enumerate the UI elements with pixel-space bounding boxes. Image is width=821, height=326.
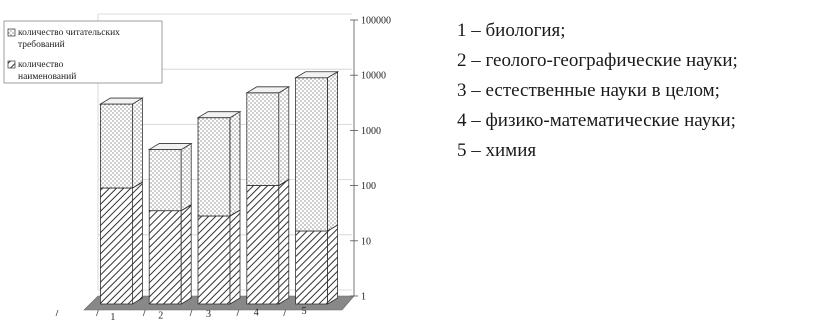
- bar-titles-2-front: [148, 210, 182, 305]
- bar-readers-4-front: [246, 92, 280, 187]
- bar-top-1: [98, 97, 144, 105]
- bar-titles-3-side: [229, 209, 241, 305]
- x-tick-label: 5: [302, 306, 307, 317]
- x-tick: [142, 309, 146, 317]
- bar-readers-1: [100, 97, 143, 189]
- key-item-2: 2 – геолого-географические науки;: [457, 50, 738, 71]
- x-tick: [96, 309, 99, 317]
- x-tick-label: 2: [158, 311, 163, 322]
- bar-titles-4-side: [278, 178, 290, 305]
- bar-split-4: [278, 179, 290, 186]
- legend-label-titles-1: количество: [18, 60, 64, 70]
- legend-label-readers-1: количество читательских: [18, 28, 120, 38]
- bar-titles-1-front: [100, 187, 133, 305]
- bar-readers-1-side: [131, 97, 143, 189]
- bar-readers-2-side: [180, 142, 192, 212]
- y-tick-label: 10000: [361, 71, 386, 82]
- bar-split-3: [229, 209, 241, 217]
- x-tick: [189, 309, 193, 317]
- legend-swatch-hatch: [7, 60, 16, 69]
- bar-titles-3-front: [197, 215, 231, 305]
- bar-readers-1-front: [100, 103, 133, 189]
- legend-label-readers-2: требований: [18, 39, 65, 50]
- x-tick-label: 3: [206, 309, 211, 320]
- key-item-4: 4 – физико-математические науки;: [457, 110, 736, 131]
- key-item-1: 1 – биология;: [457, 20, 566, 41]
- legend-label-titles-2: наименований: [18, 71, 76, 82]
- legend-swatch-dots: [7, 28, 16, 37]
- bars: [98, 71, 340, 305]
- bar-readers-5: [295, 71, 339, 232]
- bar-readers-2-front: [148, 149, 182, 212]
- bar-readers-4-side: [278, 86, 290, 187]
- key-item-3: 3 – естественные науки в целом;: [457, 80, 720, 101]
- bar-readers-3-front: [197, 117, 231, 217]
- bar-top-2: [147, 143, 193, 150]
- bar-titles-1: [100, 181, 143, 305]
- bar-readers-5-side: [327, 71, 339, 232]
- bar-split-2: [180, 204, 192, 212]
- category-key: 1 – биология; 2 – геолого-географические…: [457, 16, 738, 166]
- bar-split-1: [132, 181, 143, 189]
- bar-top-5: [294, 71, 340, 79]
- bar-titles-5-front: [295, 230, 329, 305]
- y-tick-label: 100000: [361, 16, 391, 27]
- x-tick: [55, 309, 59, 317]
- bar-titles-5-side: [327, 224, 339, 305]
- bar-titles-3: [197, 209, 241, 305]
- bar-titles-4-front: [246, 185, 280, 305]
- bar-titles-1-side: [131, 181, 143, 305]
- bar-split-5: [327, 224, 338, 232]
- y-tick-label: 10: [361, 236, 371, 247]
- key-item-5: 5 – химия: [457, 140, 537, 161]
- bar-readers-2: [148, 142, 192, 212]
- y-axis: 1 10 100 1000 10000 100000: [350, 16, 391, 303]
- bar-top-4: [245, 86, 291, 94]
- bar-readers-4: [246, 86, 290, 187]
- bar-readers-3-side: [229, 110, 241, 217]
- y-tick-label: 1: [361, 292, 366, 303]
- bar-titles-2: [148, 204, 192, 305]
- bar-readers-5-front: [295, 77, 329, 232]
- y-tick-label: 100: [361, 181, 376, 192]
- x-tick: [236, 309, 240, 317]
- chart-legend: количество читательских требований колич…: [3, 20, 163, 84]
- x-tick-label: 4: [254, 308, 259, 319]
- x-tick-label: 1: [110, 312, 115, 323]
- bar-titles-2-side: [180, 204, 192, 305]
- bar-top-3: [196, 111, 242, 119]
- bar-titles-4: [246, 178, 290, 305]
- legend-box: [3, 20, 163, 84]
- bar-readers-3: [197, 110, 241, 217]
- x-tick: [283, 309, 286, 317]
- bar-titles-5: [295, 224, 339, 305]
- x-axis: 1 2 3 4 5: [55, 306, 307, 323]
- y-tick-label: 1000: [361, 126, 381, 137]
